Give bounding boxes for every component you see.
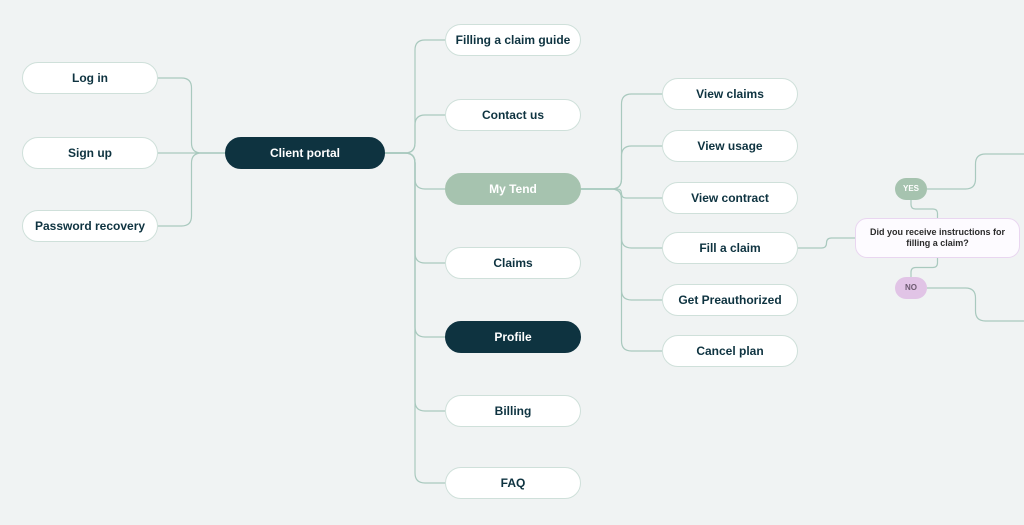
node-profile: Profile (445, 321, 581, 353)
node-decision: Did you receive instructions for filling… (855, 218, 1020, 258)
edge-decision-no (911, 258, 938, 277)
edge-mytend-fclaim (581, 189, 662, 248)
edge-portal-billing (385, 153, 445, 411)
edge-mytend-cancel (581, 189, 662, 351)
edge-portal-mytend (385, 153, 445, 189)
node-claims: Claims (445, 247, 581, 279)
edge-pwrec-portal (158, 153, 225, 226)
node-contact: Contact us (445, 99, 581, 131)
edge-portal-faq (385, 153, 445, 483)
node-vclaims: View claims (662, 78, 798, 110)
node-guide: Filling a claim guide (445, 24, 581, 56)
edge-portal-contact (385, 115, 445, 153)
node-login: Log in (22, 62, 158, 94)
node-no: NO (895, 277, 927, 299)
node-vusage: View usage (662, 130, 798, 162)
edge-no-exit (927, 288, 1024, 321)
node-faq: FAQ (445, 467, 581, 499)
edge-portal-profile (385, 153, 445, 337)
edge-login-portal (158, 78, 225, 153)
edge-mytend-preauth (581, 189, 662, 300)
node-mytend: My Tend (445, 173, 581, 205)
node-cancel: Cancel plan (662, 335, 798, 367)
edge-yes-exit (927, 154, 1024, 189)
node-portal: Client portal (225, 137, 385, 169)
node-vcontract: View contract (662, 182, 798, 214)
node-billing: Billing (445, 395, 581, 427)
edge-decision-yes (911, 200, 938, 218)
node-pwrec: Password recovery (22, 210, 158, 242)
edge-portal-guide (385, 40, 445, 153)
edge-mytend-vusage (581, 146, 662, 189)
edge-mytend-vcontract (581, 189, 662, 198)
flowchart-canvas: Log in Sign up Password recovery Client por… (0, 0, 1024, 525)
node-fclaim: Fill a claim (662, 232, 798, 264)
edge-mytend-vclaims (581, 94, 662, 189)
edge-fclaim-decision (798, 238, 855, 248)
edge-portal-claims (385, 153, 445, 263)
node-yes: YES (895, 178, 927, 200)
node-preauth: Get Preauthorized (662, 284, 798, 316)
node-signup: Sign up (22, 137, 158, 169)
